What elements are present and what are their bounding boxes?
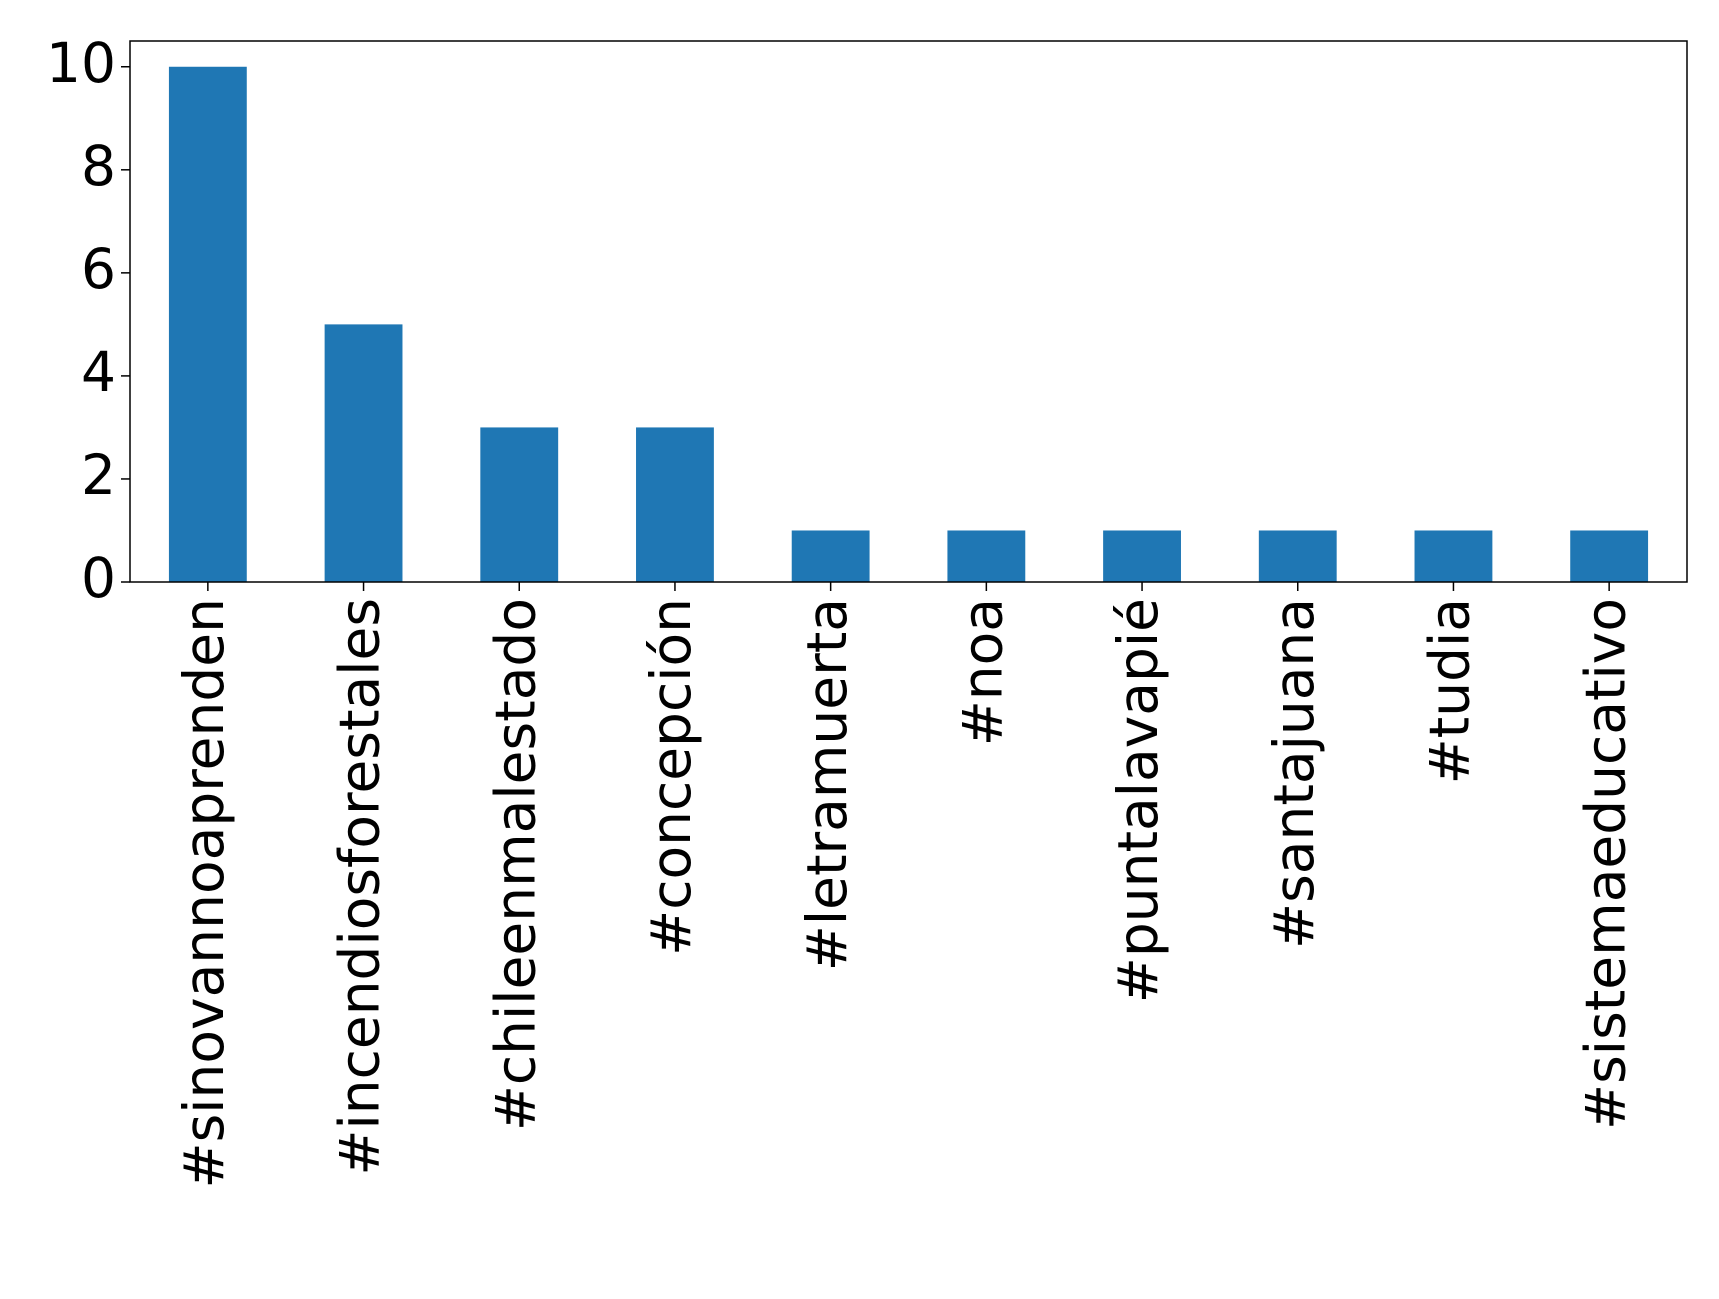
bar — [168, 66, 247, 582]
y-tick-label: 4 — [81, 340, 116, 404]
x-tick-label: #sinovannoaprenden — [172, 598, 236, 1188]
bar — [791, 530, 870, 582]
bar — [1103, 530, 1181, 582]
bar — [1570, 530, 1649, 582]
x-tick-label: #santajuana — [1262, 598, 1326, 949]
x-tick-label: #letramuerta — [795, 598, 859, 971]
x-tick-label: #puntalavapié — [1106, 598, 1170, 1003]
x-tick-label: #concepción — [639, 598, 703, 956]
x-tick-label: #tudia — [1418, 598, 1482, 784]
y-tick-label: 0 — [81, 546, 116, 610]
y-tick-label: 10 — [46, 31, 116, 95]
x-tick-label: #sistemaeducativo — [1573, 598, 1637, 1130]
bar — [1258, 530, 1337, 582]
x-tick-label: #chileenmalestado — [483, 598, 547, 1131]
plot-frame — [129, 40, 1688, 583]
bar — [324, 324, 403, 582]
y-tick-label: 6 — [81, 237, 116, 301]
x-tick-label: #noa — [950, 598, 1014, 746]
y-tick-label: 2 — [81, 443, 116, 507]
bar — [480, 427, 559, 582]
x-tick-label: #incendiosforestales — [328, 598, 392, 1176]
bar — [636, 427, 714, 582]
bar — [947, 530, 1026, 582]
bar — [1414, 530, 1493, 582]
y-tick-label: 8 — [81, 134, 116, 198]
